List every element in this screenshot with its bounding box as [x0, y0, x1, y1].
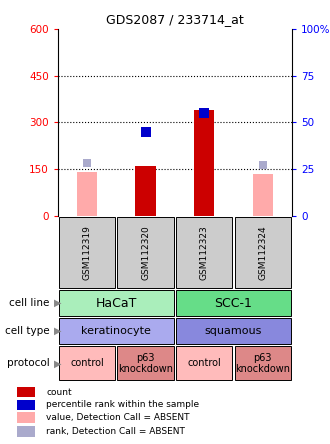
Text: protocol: protocol — [7, 358, 50, 369]
Text: p63
knockdown: p63 knockdown — [235, 353, 290, 374]
Bar — [59, 318, 174, 344]
Bar — [176, 346, 232, 381]
Bar — [117, 346, 174, 381]
Bar — [252, 174, 273, 216]
Text: GSM112323: GSM112323 — [200, 225, 209, 280]
Text: p63
knockdown: p63 knockdown — [118, 353, 173, 374]
Point — [84, 160, 90, 167]
Text: ▶: ▶ — [54, 326, 62, 336]
Bar — [117, 217, 174, 288]
Text: control: control — [187, 358, 221, 369]
Text: rank, Detection Call = ABSENT: rank, Detection Call = ABSENT — [46, 427, 185, 436]
Text: percentile rank within the sample: percentile rank within the sample — [46, 400, 199, 409]
Text: value, Detection Call = ABSENT: value, Detection Call = ABSENT — [46, 413, 190, 422]
Text: SCC-1: SCC-1 — [214, 297, 252, 309]
Bar — [16, 387, 35, 397]
Bar — [176, 318, 291, 344]
Bar — [16, 412, 35, 423]
Point — [260, 162, 265, 169]
Text: control: control — [70, 358, 104, 369]
Text: cell line: cell line — [9, 298, 50, 308]
Text: squamous: squamous — [205, 326, 262, 336]
Point — [202, 109, 207, 116]
Bar — [16, 426, 35, 437]
Bar — [194, 110, 214, 216]
Text: ▶: ▶ — [54, 358, 62, 369]
Bar — [176, 217, 232, 288]
Text: HaCaT: HaCaT — [96, 297, 137, 309]
Bar — [235, 217, 291, 288]
Text: GSM112324: GSM112324 — [258, 225, 267, 280]
Bar — [176, 290, 291, 316]
Text: keratinocyte: keratinocyte — [82, 326, 151, 336]
Bar — [59, 290, 174, 316]
Bar — [235, 346, 291, 381]
Text: cell type: cell type — [5, 326, 50, 336]
Text: GSM112320: GSM112320 — [141, 225, 150, 280]
Bar — [135, 166, 156, 216]
Title: GDS2087 / 233714_at: GDS2087 / 233714_at — [106, 13, 244, 26]
Bar — [59, 217, 115, 288]
Bar — [77, 172, 97, 216]
Point — [143, 128, 148, 135]
Bar — [16, 400, 35, 410]
Text: GSM112319: GSM112319 — [82, 225, 91, 280]
Text: ▶: ▶ — [54, 298, 62, 308]
Bar — [59, 346, 115, 381]
Text: count: count — [46, 388, 72, 397]
